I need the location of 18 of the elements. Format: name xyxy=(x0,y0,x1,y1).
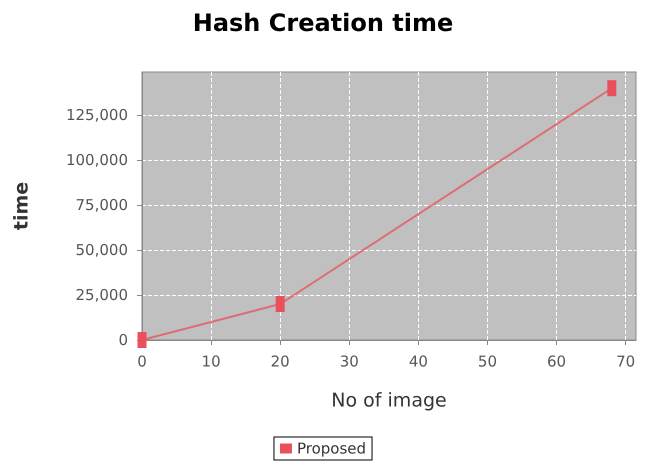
y-tick-label: 100,000 xyxy=(66,151,128,170)
y-tick-label: 25,000 xyxy=(76,286,128,304)
x-axis-title: No of image xyxy=(331,390,447,412)
x-tick-label: 0 xyxy=(137,352,147,370)
chart-title: Hash Creation time xyxy=(192,9,454,37)
x-tick-label: 40 xyxy=(408,352,428,370)
y-axis-title: time xyxy=(10,182,32,230)
x-tick-label: 20 xyxy=(270,352,290,370)
x-tick-label: 70 xyxy=(616,352,636,370)
y-tick-label: 125,000 xyxy=(66,106,128,124)
y-tick-label: 0 xyxy=(118,331,128,349)
x-tick-label: 50 xyxy=(478,352,497,370)
x-tick-label: 10 xyxy=(202,352,221,370)
x-tick-label: 60 xyxy=(547,352,566,370)
x-tick-label: 30 xyxy=(340,352,359,370)
legend-label: Proposed xyxy=(296,440,366,458)
y-tick-label: 75,000 xyxy=(76,196,128,214)
y-tick-label: 50,000 xyxy=(76,241,128,260)
